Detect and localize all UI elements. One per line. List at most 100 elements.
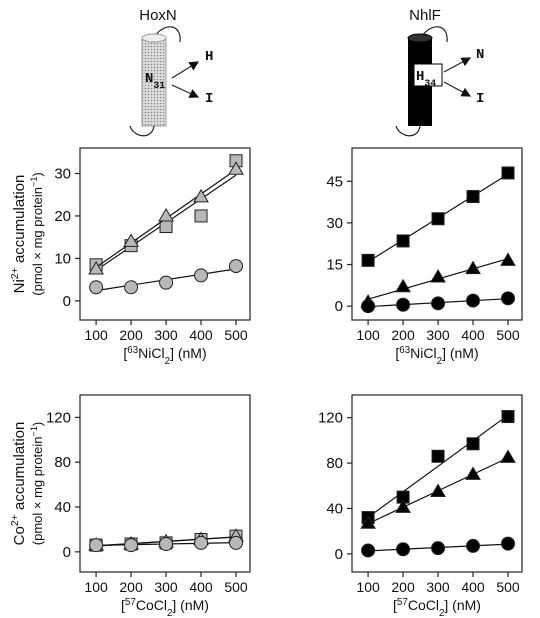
label-part: CoCl [136, 597, 167, 613]
marker-circle [229, 535, 244, 550]
marker-circle [466, 538, 481, 553]
label-part: accumulation [11, 422, 28, 515]
marker-triangle [395, 499, 411, 513]
y-tick-label: 40 [326, 500, 343, 517]
y-tick-label: 30 [54, 165, 71, 182]
label-part: 57 [397, 597, 408, 608]
marker-square [466, 437, 480, 451]
plot-frame [351, 147, 523, 321]
label-part: (pmol × mg protein [30, 436, 45, 545]
y-axis-label: (pmol × mg protein−1) [29, 172, 45, 295]
marker-circle [361, 543, 376, 558]
x-tick-label: 100 [356, 327, 380, 343]
label-part: ] (nM) [172, 597, 209, 613]
marker-triangle [500, 449, 516, 463]
marker-circle [396, 297, 411, 312]
x-tick-label: 500 [224, 579, 248, 595]
marker-circle [501, 291, 516, 306]
x-tick-label: 100 [84, 579, 108, 595]
label-part: ) [30, 172, 45, 176]
label-part: accumulation [11, 175, 28, 268]
marker-triangle [193, 188, 209, 203]
marker-circle [124, 280, 139, 295]
y-tick-label: 0 [63, 544, 71, 561]
label-part: 2 [437, 356, 442, 367]
marker-square [501, 410, 515, 424]
y-tick-label: 0 [335, 546, 343, 563]
marker-triangle [158, 207, 174, 222]
marker-circle [501, 536, 516, 551]
label-part: ) [30, 422, 45, 426]
marker-triangle [430, 269, 446, 283]
y-tick-label: 80 [54, 454, 71, 471]
x-tick-label: 100 [84, 327, 108, 343]
label-part: Ni [11, 279, 28, 293]
label-part: (pmol × mg protein [30, 187, 45, 296]
marker-circle [159, 536, 174, 551]
y-tick-label: 15 [326, 257, 343, 274]
label-part: NiCl [138, 345, 164, 361]
label-part: 63 [399, 345, 410, 356]
branch-label: I [476, 91, 484, 107]
x-tick-label: 300 [426, 327, 450, 343]
label-part: ] (nM) [444, 597, 481, 613]
label-part: [ [395, 345, 399, 361]
diagram-nhlf: NhlF H34 N I [395, 7, 484, 137]
label-part: CoCl [408, 597, 439, 613]
y-tick-label: 20 [54, 208, 71, 225]
marker-square [396, 234, 410, 248]
x-axis-label: [63NiCl2] (nM) [123, 345, 206, 367]
y-tick-label: 30 [326, 215, 343, 232]
branch-label: I [205, 91, 213, 107]
plot-frame [79, 147, 251, 321]
marker-square [159, 220, 173, 234]
marker-square [194, 209, 208, 223]
label-part: ] (nM) [170, 345, 207, 361]
marker-circle [194, 268, 209, 283]
x-tick-label: 500 [224, 327, 248, 343]
marker-circle [124, 538, 139, 553]
plot-frame [79, 394, 251, 573]
marker-circle [361, 299, 376, 314]
label-part: 31 [153, 80, 165, 91]
label-part: 2+ [9, 267, 21, 279]
x-axis-label: [57CoCl2] (nM) [121, 597, 209, 618]
label-part: [ [123, 345, 127, 361]
label-part: ] (nM) [442, 345, 479, 361]
x-tick-label: 400 [461, 327, 485, 343]
marker-triangle [360, 515, 376, 529]
marker-triangle [465, 260, 481, 275]
x-tick-label: 200 [119, 327, 143, 343]
y-tick-label: 80 [326, 455, 343, 472]
x-tick-label: 200 [391, 327, 415, 343]
label-part: NiCl [410, 345, 436, 361]
y-tick-label: 40 [54, 499, 71, 516]
y-tick-label: 120 [46, 409, 71, 426]
marker-triangle [395, 278, 411, 293]
label-part: Co [11, 526, 28, 545]
marker-square [501, 166, 515, 180]
diagram-hoxn: HoxN N31 H I [129, 7, 213, 137]
marker-square [431, 212, 445, 226]
y-tick-label: 0 [63, 293, 71, 310]
diagram-title: HoxN [139, 7, 177, 24]
y-tick-label: 0 [335, 298, 343, 315]
marker-triangle [430, 483, 446, 497]
label-part: 63 [127, 345, 138, 356]
y-tick-label: 10 [54, 250, 71, 267]
residue-label: H34 [416, 69, 436, 89]
marker-circle [159, 275, 174, 290]
x-tick-label: 200 [391, 579, 415, 595]
marker-square [361, 253, 375, 267]
x-tick-label: 300 [154, 327, 178, 343]
x-tick-label: 100 [356, 579, 380, 595]
marker-circle [194, 535, 209, 550]
y-axis-label: Ni2+ accumulation [9, 175, 28, 294]
label-part: 2 [165, 356, 170, 367]
y-axis-label: Co2+ accumulation [9, 422, 28, 546]
label-part: 2 [167, 608, 172, 618]
x-tick-label: 400 [189, 579, 213, 595]
label-part: 2 [439, 608, 444, 618]
label-part: N [145, 71, 153, 87]
y-tick-label: 45 [326, 173, 343, 190]
